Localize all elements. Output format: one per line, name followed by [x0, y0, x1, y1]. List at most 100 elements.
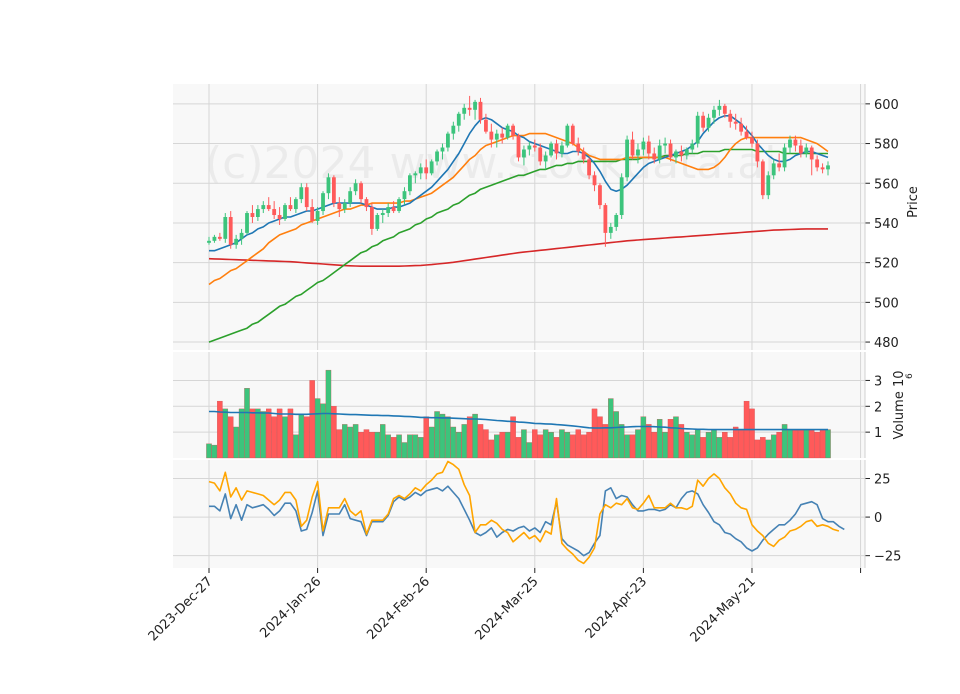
candle-body [793, 139, 798, 146]
candle-body [646, 141, 651, 154]
volume-bar [618, 424, 625, 459]
volume-bar [694, 429, 701, 459]
volume-bar [385, 434, 391, 459]
volume-bar [722, 431, 728, 459]
x-tick-label: 2024-Apr-23 [583, 574, 650, 641]
candle-body [739, 123, 744, 132]
volume-axis-exponent: 6 [905, 373, 915, 379]
volume-bar [445, 416, 451, 459]
candle-body [570, 125, 575, 144]
candle-body [576, 143, 581, 152]
volume-bar [331, 406, 337, 459]
candle-body [592, 175, 597, 186]
candle-body [315, 211, 320, 221]
candle-body [766, 175, 771, 196]
candle-body [375, 215, 380, 229]
volume-bar [423, 416, 429, 459]
candle-body [348, 191, 353, 204]
candle-body [293, 199, 298, 210]
x-tick-label: 2024-Mar-25 [473, 574, 542, 643]
candle-body [331, 177, 336, 204]
candle-body [402, 191, 407, 200]
volume-bar [521, 429, 527, 459]
volume-bar [401, 442, 408, 459]
volume-bar [483, 429, 489, 459]
volume-bar [803, 429, 810, 459]
volume-bar [646, 424, 652, 459]
candle-body [543, 155, 548, 162]
candle-body [397, 199, 401, 212]
candle-body [424, 167, 429, 174]
volume-bar [575, 429, 581, 459]
candle-body [668, 143, 673, 158]
candle-body [272, 209, 277, 216]
volume-tick-label: 1 [874, 426, 882, 441]
candle-body [581, 151, 586, 160]
volume-bar [434, 411, 440, 459]
candle-body [255, 209, 260, 217]
candle-body [288, 205, 293, 210]
oscillator-panel [208, 460, 845, 565]
volume-bar [342, 424, 348, 459]
candle-body [614, 215, 619, 227]
volume-bar [461, 424, 467, 459]
volume-bar [244, 388, 250, 459]
volume-bar [808, 429, 815, 459]
volume-bar [255, 408, 261, 459]
candle-body [554, 143, 559, 154]
candle-body [467, 107, 472, 110]
candle-body [744, 131, 749, 138]
candle-body [261, 205, 266, 210]
volume-ma-line [209, 410, 828, 431]
candle-body [462, 107, 467, 114]
volume-bar [418, 437, 424, 459]
volume-bar [282, 416, 288, 459]
candle-body [429, 161, 434, 174]
price-tick-label: 580 [874, 138, 899, 153]
candle-body [722, 105, 727, 114]
candle-body [532, 145, 537, 148]
candle-body [266, 205, 271, 210]
volume-bar [211, 444, 218, 459]
volume-bar [776, 431, 782, 459]
volume-bar [765, 439, 772, 459]
candle-body [337, 203, 342, 210]
volume-bar [352, 424, 359, 459]
volume-bar [504, 431, 511, 459]
candle-body [798, 145, 803, 154]
candle-body [815, 159, 820, 168]
volume-bar [488, 439, 495, 459]
volume-bar [542, 429, 549, 459]
volume-bar [597, 416, 603, 459]
volume-bar [396, 434, 402, 459]
candle-body [625, 139, 629, 178]
candle-body [494, 133, 499, 140]
volume-bar [553, 437, 560, 459]
candle-body [684, 149, 689, 156]
candle-body [451, 125, 456, 134]
candle-body [446, 133, 450, 148]
candle-body [364, 199, 369, 208]
candle-body [489, 131, 494, 140]
candle-body [750, 137, 754, 144]
volume-bar [494, 434, 500, 459]
candle-body [826, 165, 830, 170]
volume-bar [526, 442, 533, 459]
volume-panel [206, 369, 831, 459]
candle-body [380, 213, 385, 216]
candle-body [712, 109, 716, 118]
volume-bar [629, 434, 636, 459]
candle-body [386, 207, 391, 214]
volume-bar [293, 434, 299, 459]
candle-body [277, 215, 282, 219]
candle-body [239, 232, 244, 239]
price-axis-label: Price [906, 186, 921, 218]
volume-bar [798, 429, 804, 459]
volume-bar [716, 437, 723, 459]
volume-bar [309, 380, 315, 459]
volume-bar [656, 419, 663, 459]
volume-bar [380, 424, 386, 459]
price-panel [207, 95, 830, 343]
volume-bar [787, 429, 793, 459]
